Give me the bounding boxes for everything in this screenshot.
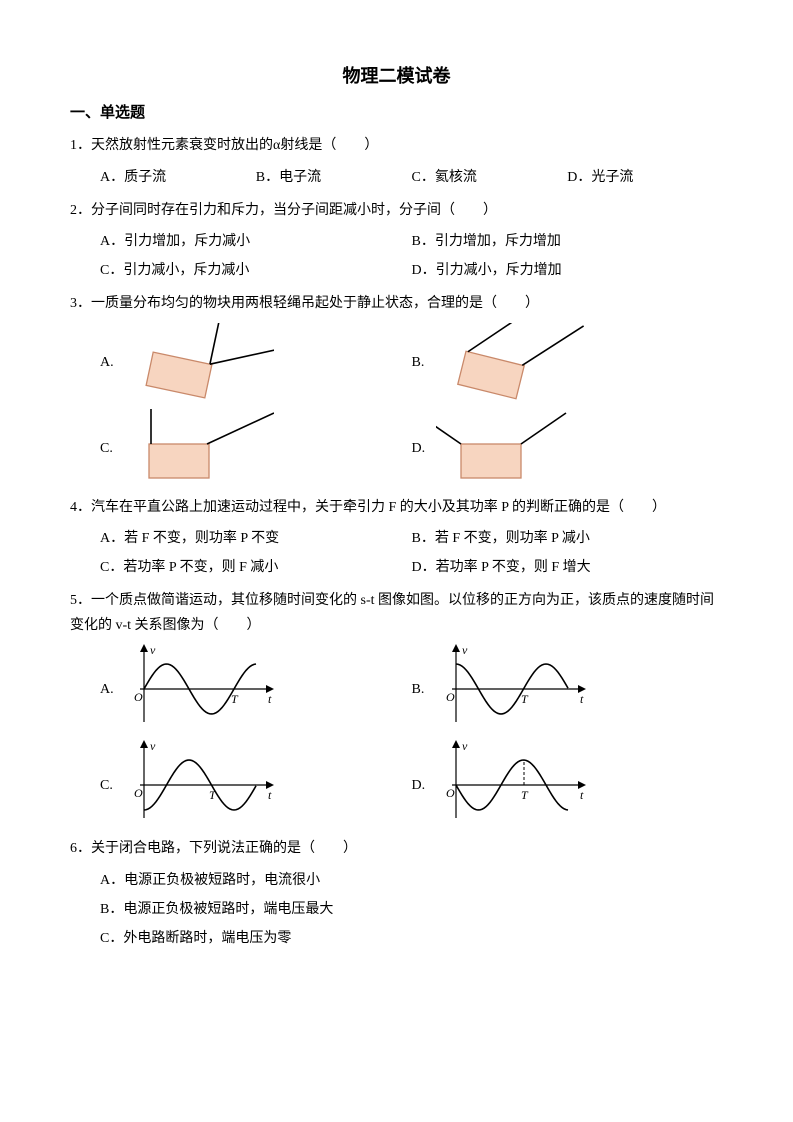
q1-opt-d: D．光子流 [567, 163, 723, 192]
q2-opt-b: B．引力增加，斥力增加 [412, 227, 724, 256]
sine-graph-a-icon: v t O T [124, 644, 284, 734]
sine-graph-c-icon: v t O T [124, 740, 284, 830]
q3-row2: C. D. [70, 409, 723, 489]
q1-opt-b: B．电子流 [256, 163, 412, 192]
q6-opt-a: A．电源正负极被短路时，电流很小 [100, 866, 723, 895]
sine-graph-b-icon: v t O T [436, 644, 596, 734]
block-diagram-b-icon [436, 323, 586, 403]
q5-diagram-d: D. v t O T [412, 740, 724, 830]
block-diagram-c-icon [124, 409, 274, 489]
q5-diagram-c: C. v t O T [100, 740, 412, 830]
q2-opt-d: D．引力减小，斥力增加 [412, 256, 724, 285]
page-title: 物理二模试卷 [70, 60, 723, 92]
svg-text:v: v [462, 740, 468, 753]
section-heading: 一、单选题 [70, 100, 723, 127]
q5-label-d: D. [412, 773, 436, 798]
svg-text:v: v [462, 644, 468, 657]
q4-opt-d: D．若功率 P 不变，则 F 增大 [412, 553, 724, 582]
q4-options: A．若 F 不变，则功率 P 不变 B．若 F 不变，则功率 P 减小 C．若功… [70, 524, 723, 582]
q5-label-c: C. [100, 773, 124, 798]
q6-options: A．电源正负极被短路时，电流很小 B．电源正负极被短路时，端电压最大 C．外电路… [70, 866, 723, 954]
q4-opt-b: B．若 F 不变，则功率 P 减小 [412, 524, 724, 553]
q5-row1: A. v t O T B. v t O T [70, 644, 723, 734]
q1-opt-a: A．质子流 [100, 163, 256, 192]
q4-opt-c: C．若功率 P 不变，则 F 减小 [100, 553, 412, 582]
svg-text:T: T [231, 692, 239, 706]
block-diagram-d-icon [436, 409, 586, 489]
q3-diagram-d: D. [412, 409, 724, 489]
q4-text: 4．汽车在平直公路上加速运动过程中，关于牵引力 F 的大小及其功率 P 的判断正… [70, 495, 723, 520]
q5-row2: C. v t O T D. v t O T [70, 740, 723, 830]
svg-text:T: T [521, 788, 529, 802]
q5-diagram-a: A. v t O T [100, 644, 412, 734]
q2-opt-a: A．引力增加，斥力减小 [100, 227, 412, 256]
q5-text: 5．一个质点做简谐运动，其位移随时间变化的 s-t 图像如图。以位移的正方向为正… [70, 588, 723, 638]
svg-text:O: O [134, 690, 143, 704]
q3-text: 3．一质量分布均匀的物块用两根轻绳吊起处于静止状态，合理的是（ ） [70, 291, 723, 316]
sine-graph-d-icon: v t O T [436, 740, 596, 830]
svg-text:T: T [521, 692, 529, 706]
svg-text:t: t [580, 692, 584, 706]
question-4: 4．汽车在平直公路上加速运动过程中，关于牵引力 F 的大小及其功率 P 的判断正… [70, 495, 723, 583]
q3-label-d: D. [412, 436, 436, 461]
question-6: 6．关于闭合电路，下列说法正确的是（ ） A．电源正负极被短路时，电流很小 B．… [70, 836, 723, 953]
q3-label-c: C. [100, 436, 124, 461]
q2-text: 2．分子间同时存在引力和斥力，当分子间距减小时，分子间（ ） [70, 198, 723, 223]
question-2: 2．分子间同时存在引力和斥力，当分子间距减小时，分子间（ ） A．引力增加，斥力… [70, 198, 723, 286]
svg-text:v: v [150, 644, 156, 657]
q6-text: 6．关于闭合电路，下列说法正确的是（ ） [70, 836, 723, 861]
q6-opt-b: B．电源正负极被短路时，端电压最大 [100, 895, 723, 924]
q1-opt-c: C．氦核流 [412, 163, 568, 192]
question-3: 3．一质量分布均匀的物块用两根轻绳吊起处于静止状态，合理的是（ ） A. B. … [70, 291, 723, 488]
svg-text:O: O [134, 786, 143, 800]
svg-text:t: t [580, 788, 584, 802]
q1-text: 1．天然放射性元素衰变时放出的α射线是（ ） [70, 133, 723, 158]
svg-text:t: t [268, 692, 272, 706]
svg-text:O: O [446, 786, 455, 800]
q3-diagram-b: B. [412, 323, 724, 403]
q5-label-a: A. [100, 677, 124, 702]
q4-opt-a: A．若 F 不变，则功率 P 不变 [100, 524, 412, 553]
question-5: 5．一个质点做简谐运动，其位移随时间变化的 s-t 图像如图。以位移的正方向为正… [70, 588, 723, 830]
svg-text:t: t [268, 788, 272, 802]
q3-diagram-c: C. [100, 409, 412, 489]
svg-text:v: v [150, 740, 156, 753]
q6-opt-c: C．外电路断路时，端电压为零 [100, 924, 723, 953]
q2-options: A．引力增加，斥力减小 B．引力增加，斥力增加 C．引力减小，斥力减小 D．引力… [70, 227, 723, 285]
q5-diagram-b: B. v t O T [412, 644, 724, 734]
q5-label-b: B. [412, 677, 436, 702]
q1-options: A．质子流 B．电子流 C．氦核流 D．光子流 [70, 163, 723, 192]
svg-text:O: O [446, 690, 455, 704]
block-diagram-a-icon [124, 323, 274, 403]
q2-opt-c: C．引力减小，斥力减小 [100, 256, 412, 285]
q3-row1: A. B. [70, 323, 723, 403]
q3-label-b: B. [412, 350, 436, 375]
q3-label-a: A. [100, 350, 124, 375]
svg-text:T: T [209, 788, 217, 802]
question-1: 1．天然放射性元素衰变时放出的α射线是（ ） A．质子流 B．电子流 C．氦核流… [70, 133, 723, 191]
q3-diagram-a: A. [100, 323, 412, 403]
